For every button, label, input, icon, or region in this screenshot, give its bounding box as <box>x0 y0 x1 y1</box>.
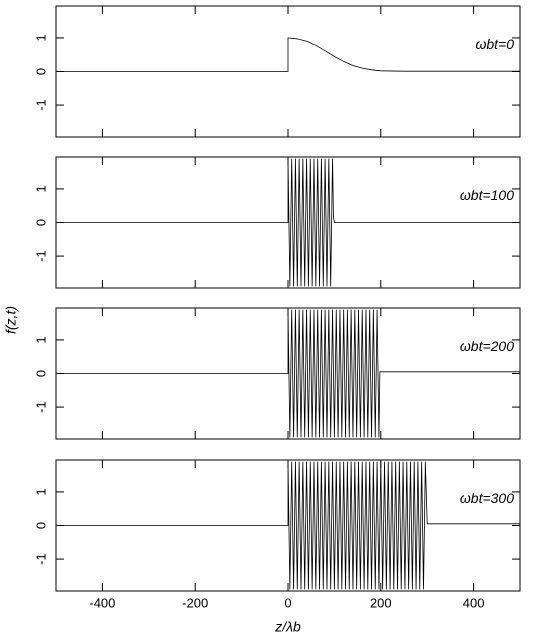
annotation: ωbt=0 <box>475 36 514 52</box>
y-tick-label: -1 <box>33 99 48 111</box>
y-tick-label: 0 <box>33 219 48 226</box>
x-tick-label: -400 <box>89 595 115 610</box>
y-tick-label: 1 <box>33 488 48 495</box>
data-line <box>56 461 520 590</box>
x-tick-label: 0 <box>284 595 291 610</box>
y-tick-label: 1 <box>33 336 48 343</box>
y-tick-label: -1 <box>33 553 48 565</box>
x-axis-label: z/λb <box>274 619 301 635</box>
y-tick-label: 1 <box>33 34 48 41</box>
data-line <box>56 309 520 438</box>
y-tick-label: 0 <box>33 370 48 377</box>
data-line <box>56 158 520 287</box>
annotation: ωbt=100 <box>460 187 514 203</box>
x-tick-label: 200 <box>370 595 392 610</box>
y-tick-label: 0 <box>33 68 48 75</box>
y-tick-label: -1 <box>33 401 48 413</box>
annotation: ωbt=200 <box>460 338 514 354</box>
y-tick-label: -1 <box>33 250 48 262</box>
x-tick-label: -200 <box>182 595 208 610</box>
y-tick-label: 1 <box>33 185 48 192</box>
y-axis-label: f(z,t) <box>3 306 19 334</box>
data-line <box>56 37 520 72</box>
annotation: ωbt=300 <box>460 490 514 506</box>
y-tick-label: 0 <box>33 522 48 529</box>
x-tick-label: 400 <box>463 595 485 610</box>
